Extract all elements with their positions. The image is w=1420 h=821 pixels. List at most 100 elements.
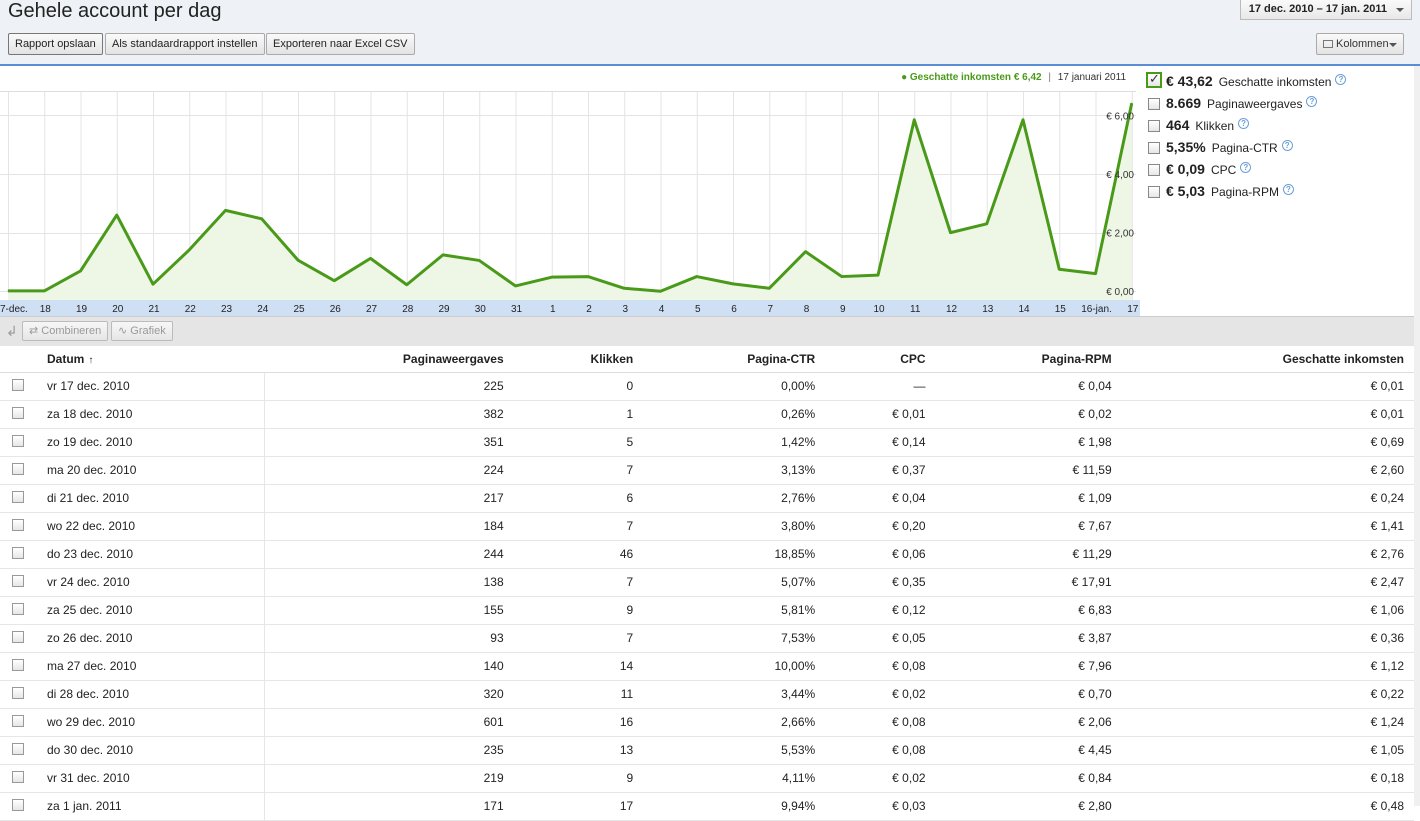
column-header-page-rpm[interactable]: Pagina-RPM <box>935 346 1122 373</box>
help-icon[interactable]: ? <box>1240 162 1252 173</box>
legend-item[interactable]: € 5,03 Pagina-RPM? <box>1143 182 1413 204</box>
help-icon[interactable]: ? <box>1282 184 1294 195</box>
table-row[interactable]: wo 22 dec. 2010 184 7 3,80% € 0,20 € 7,67 € 1,… <box>0 512 1414 541</box>
row-checkbox[interactable] <box>12 686 24 699</box>
legend-item[interactable]: 464 Klikken? <box>1143 116 1413 138</box>
row-checkbox[interactable] <box>12 798 24 811</box>
table-row[interactable]: di 28 dec. 2010 320 11 3,44% € 0,02 € 0,70 € 0… <box>0 680 1414 709</box>
table-row[interactable]: vr 31 dec. 2010 219 9 4,11% € 0,02 € 0,84 € 0,… <box>0 764 1414 793</box>
date-range-selector[interactable]: 17 dec. 2010 – 17 jan. 2011 <box>1239 0 1412 20</box>
cell-cpc: € 0,12 <box>825 596 936 625</box>
x-tick-label: 26 <box>330 304 342 315</box>
x-tick-label: 7 <box>767 304 773 315</box>
legend-checkbox[interactable] <box>1148 142 1160 154</box>
x-tick-label: 2 <box>586 304 592 315</box>
legend-item[interactable]: € 0,09 CPC? <box>1143 160 1413 182</box>
legend-item[interactable]: 5,35% Pagina-CTR? <box>1143 138 1413 160</box>
columns-button[interactable]: Kolommen <box>1316 33 1404 55</box>
cell-page-rpm: € 6,83 <box>935 596 1122 625</box>
table-row[interactable]: za 18 dec. 2010 382 1 0,26% € 0,01 € 0,02 € 0,… <box>0 400 1414 429</box>
table-row[interactable]: do 30 dec. 2010 235 13 5,53% € 0,08 € 4,45 € 1… <box>0 736 1414 765</box>
cell-date: wo 29 dec. 2010 <box>36 708 265 737</box>
set-default-report-button[interactable]: Als standaardrapport instellen <box>105 33 265 55</box>
row-checkbox-cell <box>0 652 36 681</box>
cell-pageviews: 171 <box>264 792 514 821</box>
legend-label: Paginaweergaves <box>1207 97 1303 111</box>
table-row[interactable]: vr 17 dec. 2010 225 0 0,00% — € 0,04 € 0,01 <box>0 372 1414 401</box>
legend-checkbox[interactable] <box>1146 70 1162 88</box>
column-header-pageviews[interactable]: Paginaweergaves <box>264 346 514 373</box>
row-checkbox[interactable] <box>12 574 24 587</box>
row-checkbox-cell <box>0 456 36 485</box>
row-checkbox-cell <box>0 792 36 821</box>
table-row[interactable]: wo 29 dec. 2010 601 16 2,66% € 0,08 € 2,06 € 1… <box>0 708 1414 737</box>
cell-page-rpm: € 17,91 <box>935 568 1122 597</box>
cell-clicks: 13 <box>513 736 644 765</box>
row-checkbox[interactable] <box>12 462 24 475</box>
row-checkbox[interactable] <box>12 378 24 391</box>
table-row[interactable]: zo 19 dec. 2010 351 5 1,42% € 0,14 € 1,98 € 0,… <box>0 428 1414 457</box>
help-icon[interactable]: ? <box>1238 118 1250 129</box>
chart-button[interactable]: ∿ Grafiek <box>111 321 173 341</box>
legend-item[interactable]: € 43,62 Geschatte inkomsten? <box>1143 70 1413 94</box>
table-row[interactable]: do 23 dec. 2010 244 46 18,85% € 0,06 € 11,29 €… <box>0 540 1414 569</box>
legend-item[interactable]: 8.669 Paginaweergaves? <box>1143 94 1413 116</box>
cell-clicks: 7 <box>513 456 644 485</box>
legend-checkbox[interactable] <box>1148 164 1160 176</box>
legend-checkbox[interactable] <box>1148 98 1160 110</box>
column-header-date[interactable]: Datum ↑ <box>36 346 264 373</box>
legend-checkbox[interactable] <box>1148 186 1160 198</box>
table-row[interactable]: za 1 jan. 2011 171 17 9,94% € 0,03 € 2,80 € 0,… <box>0 792 1414 821</box>
x-tick-label: 9 <box>840 304 846 315</box>
row-checkbox[interactable] <box>12 546 24 559</box>
data-point <box>805 251 806 253</box>
cell-date: di 21 dec. 2010 <box>36 484 265 513</box>
scrollbar[interactable] <box>1414 66 1420 806</box>
cell-cpc: € 0,35 <box>825 568 936 597</box>
combine-button[interactable]: ⇄ Combineren <box>22 321 109 341</box>
cell-page-ctr: 2,66% <box>643 708 826 737</box>
cell-date: zo 19 dec. 2010 <box>36 428 265 457</box>
cell-estimated-earnings: € 1,12 <box>1121 652 1414 681</box>
page-title: Gehele account per dag <box>8 0 222 22</box>
legend-checkbox[interactable] <box>1148 120 1160 132</box>
row-checkbox-cell <box>0 428 36 457</box>
cell-estimated-earnings: € 0,36 <box>1121 624 1414 653</box>
cell-estimated-earnings: € 0,18 <box>1121 764 1414 793</box>
cell-pageviews: 217 <box>264 484 514 513</box>
row-checkbox[interactable] <box>12 630 24 643</box>
row-checkbox[interactable] <box>12 770 24 783</box>
column-header-estimated-earnings[interactable]: Geschatte inkomsten <box>1121 346 1414 373</box>
table-row[interactable]: ma 20 dec. 2010 224 7 3,13% € 0,37 € 11,59 € 2… <box>0 456 1414 485</box>
export-csv-button[interactable]: Exporteren naar Excel CSV <box>266 33 415 55</box>
cell-date: za 25 dec. 2010 <box>36 596 265 625</box>
table-row[interactable]: vr 24 dec. 2010 138 7 5,07% € 0,35 € 17,91 € 2… <box>0 568 1414 597</box>
save-report-button[interactable]: Rapport opslaan <box>8 33 103 55</box>
table-row[interactable]: ma 27 dec. 2010 140 14 10,00% € 0,08 € 7,96 € … <box>0 652 1414 681</box>
cell-page-ctr: 7,53% <box>643 624 826 653</box>
table-row[interactable]: di 21 dec. 2010 217 6 2,76% € 0,04 € 1,09 € 0,… <box>0 484 1414 513</box>
row-checkbox[interactable] <box>12 602 24 615</box>
help-icon[interactable]: ? <box>1335 74 1347 85</box>
column-header-page-ctr[interactable]: Pagina-CTR <box>643 346 826 373</box>
help-icon[interactable]: ? <box>1306 96 1318 107</box>
x-tick-label: 6 <box>731 304 737 315</box>
column-header-cpc[interactable]: CPC <box>825 346 936 373</box>
cell-clicks: 7 <box>513 624 644 653</box>
row-checkbox[interactable] <box>12 490 24 503</box>
row-checkbox[interactable] <box>12 714 24 727</box>
metrics-legend: € 43,62 Geschatte inkomsten? 8.669 Paginawe… <box>1143 70 1413 204</box>
cell-page-rpm: € 0,84 <box>935 764 1122 793</box>
table-row[interactable]: zo 26 dec. 2010 93 7 7,53% € 0,05 € 3,87 € 0,3… <box>0 624 1414 653</box>
row-checkbox[interactable] <box>12 406 24 419</box>
row-checkbox[interactable] <box>12 518 24 531</box>
row-checkbox[interactable] <box>12 658 24 671</box>
column-header-clicks[interactable]: Klikken <box>513 346 644 373</box>
revenue-line-chart[interactable]: € 0,00€ 2,00€ 4,00€ 6,007-dec. 18 19 20 21 22… <box>0 68 1140 316</box>
help-icon[interactable]: ? <box>1281 140 1293 151</box>
cell-pageviews: 224 <box>264 456 514 485</box>
data-point <box>623 287 625 289</box>
row-checkbox[interactable] <box>12 434 24 447</box>
row-checkbox[interactable] <box>12 742 24 755</box>
table-row[interactable]: za 25 dec. 2010 155 9 5,81% € 0,12 € 6,83 € 1,… <box>0 596 1414 625</box>
